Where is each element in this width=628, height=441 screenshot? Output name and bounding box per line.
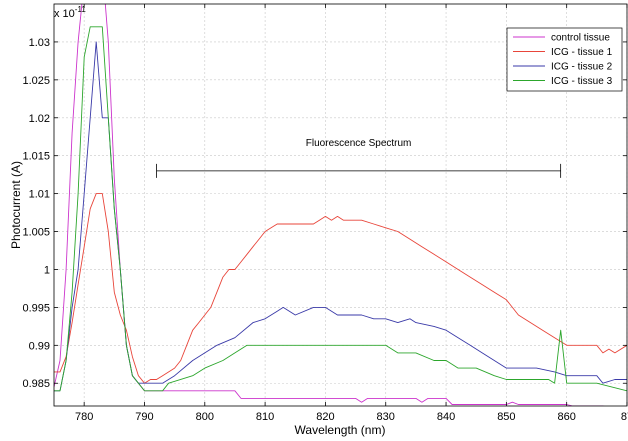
annotation-text: Fluorescence Spectrum bbox=[306, 138, 412, 149]
x-tick-label: 800 bbox=[196, 411, 214, 423]
x-tick-label: 820 bbox=[316, 411, 334, 423]
y-axis-label: Photocurrent (A) bbox=[9, 161, 23, 249]
y-tick-label: 1.02 bbox=[29, 113, 50, 125]
legend: control tissue ICG - tissue 1 ICG - tissue… bbox=[506, 27, 623, 92]
series-line-icg-tissue-3 bbox=[54, 26, 627, 392]
series-line-icg-tissue-2 bbox=[54, 41, 627, 392]
fluorescence-annotation: Fluorescence Spectrum bbox=[156, 138, 562, 178]
series-line-control-tissue bbox=[54, 4, 605, 406]
series-line-icg-tissue-1 bbox=[54, 193, 627, 384]
legend-entry: control tissue bbox=[551, 33, 610, 44]
y-tick-label: 1.025 bbox=[22, 75, 50, 87]
y-tick-label: 1.015 bbox=[22, 151, 50, 163]
y-tick-label: 0.995 bbox=[22, 302, 50, 314]
x-tick-label: 860 bbox=[558, 411, 576, 423]
legend-entry: ICG - tissue 1 bbox=[551, 47, 613, 58]
y-tick-label: 1.01 bbox=[29, 189, 50, 201]
x-tick-label: 780 bbox=[75, 411, 93, 423]
legend-entry: ICG - tissue 3 bbox=[551, 76, 613, 87]
y-tick-label: 1.03 bbox=[29, 37, 50, 49]
legend-entry: ICG - tissue 2 bbox=[551, 62, 613, 73]
plot-frame bbox=[53, 3, 628, 407]
y-tick-label: 0.99 bbox=[29, 340, 50, 352]
x-tick-label: 87 bbox=[621, 411, 628, 423]
y-tick-label: 0.985 bbox=[22, 378, 50, 390]
y-tick-label: 1 bbox=[44, 264, 50, 276]
y-axis: 0.985 0.99 0.995 1 1.005 1.01 1.015 1.02 1.025 1.… bbox=[22, 37, 627, 390]
x-tick-label: 830 bbox=[377, 411, 395, 423]
x-tick-label: 850 bbox=[497, 411, 515, 423]
y-tick-label: 1.005 bbox=[22, 227, 50, 239]
x-tick-label: 810 bbox=[256, 411, 274, 423]
x-axis: 780 790 800 810 820 830 840 850 860 87 bbox=[75, 4, 628, 423]
x-tick-label: 840 bbox=[437, 411, 455, 423]
series-lines bbox=[54, 4, 627, 406]
x-axis-label: Wavelength (nm) bbox=[295, 423, 386, 437]
y-exponent-label: x 10-11 bbox=[54, 5, 86, 20]
x-tick-label: 790 bbox=[135, 411, 153, 423]
